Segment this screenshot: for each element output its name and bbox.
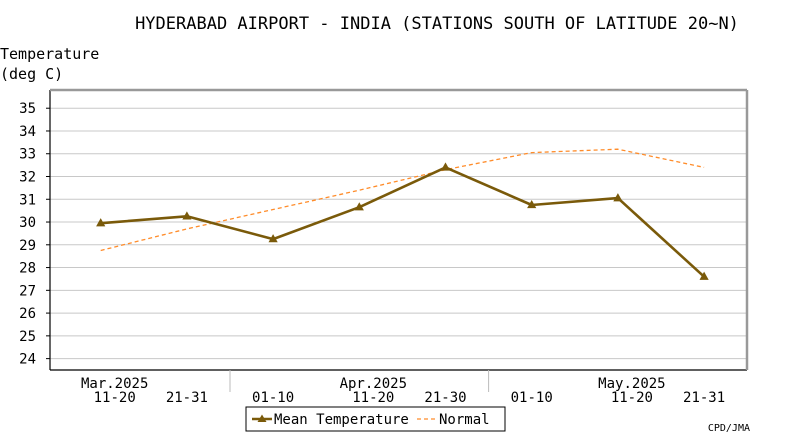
y-tick-label-31: 31 xyxy=(19,192,36,208)
y-tick-label-24: 24 xyxy=(19,352,36,368)
y-tick-label-25: 25 xyxy=(19,329,36,345)
x-tick-label-4: 21-30 xyxy=(424,390,466,406)
x-tick-label-5: 01-10 xyxy=(511,390,553,406)
legend-normal-label: Normal xyxy=(439,412,490,428)
series-layer xyxy=(96,148,709,280)
credit-label: CPD/JMA xyxy=(708,423,750,434)
y-tick-label-29: 29 xyxy=(19,238,36,254)
x-month-label-6: May.2025 xyxy=(598,376,665,392)
y-tick-label-27: 27 xyxy=(19,283,36,299)
legend-box xyxy=(245,406,506,432)
legend-mean-marker xyxy=(257,414,267,422)
y-tick-label-34: 34 xyxy=(19,124,36,140)
x-tick-label-3: 11-20 xyxy=(352,390,394,406)
plot-frame xyxy=(49,88,749,371)
y-tick-label-32: 32 xyxy=(19,170,36,186)
y-tick-labels: 24 25 26 27 28 29 30 31 32 33 34 35 xyxy=(19,101,36,367)
y-axis-label-line1: Temperature xyxy=(0,45,99,63)
y-tick-label-26: 26 xyxy=(19,306,36,322)
mean-temperature-point-6 xyxy=(613,193,623,202)
y-tick-label-33: 33 xyxy=(19,147,36,163)
series-line-normal xyxy=(100,148,705,252)
y-axis-label-line2: (deg C) xyxy=(0,65,63,83)
x-tick-label-0: 11-20 xyxy=(94,390,136,406)
y-tick-label-30: 30 xyxy=(19,215,36,231)
x-tick-label-7: 21-31 xyxy=(683,390,725,406)
x-tick-label-1: 21-31 xyxy=(166,390,208,406)
mean-temperature-point-5 xyxy=(527,199,537,209)
legend: Mean Temperature Normal xyxy=(245,406,506,432)
chart-title: HYDERABAD AIRPORT - INDIA (STATIONS SOUT… xyxy=(135,14,739,34)
x-tick-label-6: 11-20 xyxy=(611,390,653,406)
x-tick-label-2: 01-10 xyxy=(252,390,294,406)
grid-lines xyxy=(46,107,747,360)
legend-mean-label: Mean Temperature xyxy=(274,412,409,428)
y-tick-label-28: 28 xyxy=(19,261,36,277)
mean-temperature-point-1 xyxy=(182,211,192,220)
y-tick-label-35: 35 xyxy=(19,101,36,117)
x-month-label-3: Apr.2025 xyxy=(340,376,407,392)
x-month-label-0: Mar.2025 xyxy=(81,376,148,392)
mean-temperature-point-3 xyxy=(354,202,364,211)
mean-temperature-point-4 xyxy=(440,162,451,171)
series-line-mean-temperature xyxy=(100,166,705,278)
mean-temperature-point-2 xyxy=(268,234,278,243)
mean-temperature-point-7 xyxy=(699,271,709,280)
mean-temperature-point-0 xyxy=(96,218,106,227)
